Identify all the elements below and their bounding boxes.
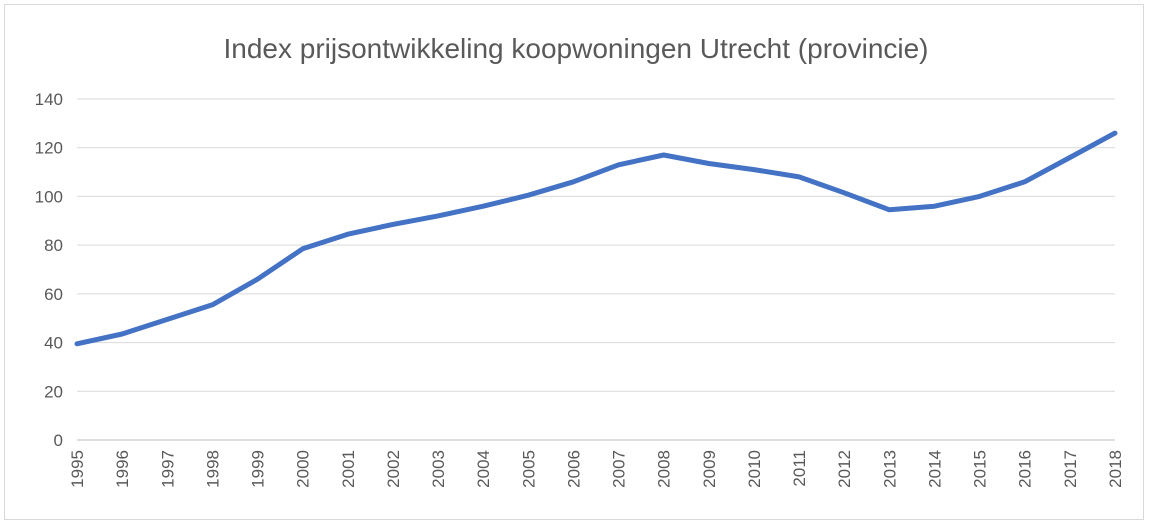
x-tick-label: 2004: [474, 450, 493, 488]
y-axis-tick-labels: 0 20 40 60 80 100 120 140: [35, 90, 63, 450]
x-tick-label: 2008: [655, 450, 674, 488]
x-tick-label: 2003: [429, 450, 448, 488]
y-tick-label: 80: [44, 236, 63, 255]
x-tick-label: 2010: [745, 450, 764, 488]
y-tick-label: 100: [35, 187, 63, 206]
x-tick-label: 1996: [113, 450, 132, 488]
y-tick-label: 0: [54, 431, 63, 450]
x-tick-label: 2014: [925, 450, 944, 488]
series-layer: [74, 130, 1118, 347]
x-tick-label: 2017: [1061, 450, 1080, 488]
x-tick-label: 2016: [1016, 450, 1035, 488]
x-tick-label: 2001: [339, 450, 358, 488]
x-tick-label: 1999: [249, 450, 268, 488]
x-tick-label: 2018: [1106, 450, 1125, 488]
y-tick-label: 20: [44, 382, 63, 401]
x-tick-label: 1998: [203, 450, 222, 488]
series-line: [74, 130, 1118, 347]
x-tick-label: 2011: [790, 450, 809, 487]
y-tick-label: 120: [35, 139, 63, 158]
gridlines: [77, 98, 1115, 441]
x-axis-tick-labels: 1995 1996 1997 1998 1999 2000 2001 2002 2003 2004…: [68, 450, 1125, 488]
x-tick-label: 2005: [519, 450, 538, 488]
x-tick-label: 2015: [971, 450, 990, 488]
y-tick-label: 60: [44, 285, 63, 304]
x-tick-label: 2002: [384, 450, 403, 488]
x-tick-label: 1997: [158, 450, 177, 488]
y-tick-label: 140: [35, 90, 63, 109]
x-tick-label: 2012: [835, 450, 854, 488]
x-tick-label: 2007: [610, 450, 629, 488]
y-tick-label: 40: [44, 334, 63, 353]
x-tick-label: 1995: [68, 450, 87, 488]
x-tick-label: 2006: [564, 450, 583, 488]
x-tick-label: 2009: [700, 450, 719, 488]
chart-title: Index prijsontwikkeling koopwoningen Utr…: [223, 33, 928, 64]
x-tick-label: 2000: [294, 450, 313, 488]
x-tick-label: 2013: [880, 450, 899, 488]
chart-frame: [4, 4, 1144, 520]
